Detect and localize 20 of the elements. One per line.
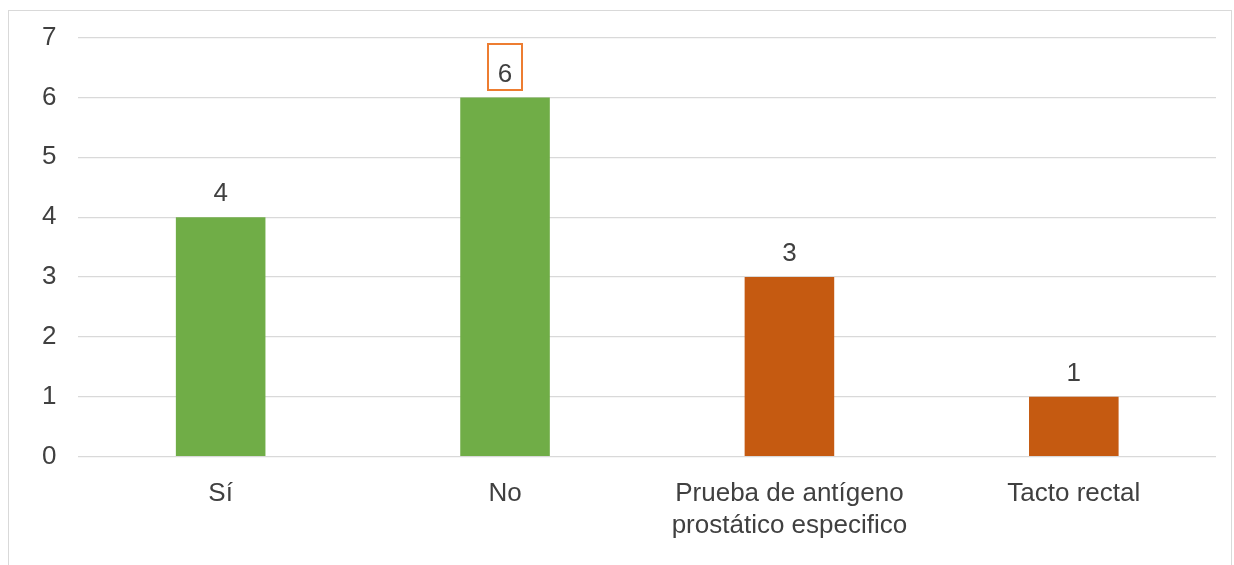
y-tick-label: 3 xyxy=(41,260,57,291)
x-tick-label: Sí xyxy=(208,477,234,508)
x-tick-label: Tacto rectal xyxy=(1007,477,1141,508)
y-tick-label: 2 xyxy=(41,320,57,351)
data-label: 3 xyxy=(782,237,797,268)
y-tick-label: 6 xyxy=(41,80,57,111)
x-tick-label: No xyxy=(488,477,522,508)
data-label: 6 xyxy=(497,57,513,88)
x-tick-label: Prueba de antígeno prostático especifico xyxy=(671,477,908,539)
y-tick-label: 5 xyxy=(41,140,57,171)
bar xyxy=(460,97,550,456)
y-tick-label: 4 xyxy=(41,200,57,231)
y-tick-label: 1 xyxy=(41,379,57,410)
bar xyxy=(1029,396,1119,456)
data-label: 1 xyxy=(1066,356,1082,387)
y-tick-label: 7 xyxy=(41,20,57,51)
y-tick-label: 0 xyxy=(41,439,57,470)
bar xyxy=(744,277,835,456)
data-label: 4 xyxy=(213,177,228,208)
bar xyxy=(175,217,266,456)
